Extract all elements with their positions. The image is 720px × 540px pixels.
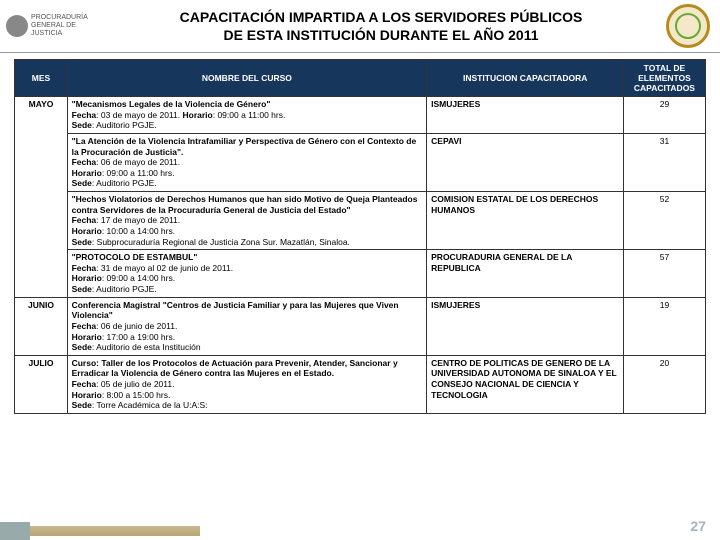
cell-mes: MAYO	[15, 97, 67, 298]
table-row: "La Atención de la Violencia Intrafamili…	[15, 133, 705, 191]
col-curso: NOMBRE DEL CURSO	[67, 60, 427, 97]
cell-inst: PROCURADURIA GENERAL DE LA REPUBLICA	[427, 250, 624, 298]
cell-curso: "PROTOCOLO DE ESTAMBUL"Fecha: 31 de mayo…	[67, 250, 427, 298]
cell-total: 29	[624, 97, 705, 134]
cell-curso: Curso: Taller de los Protocolos de Actua…	[67, 355, 427, 413]
table-row: JULIOCurso: Taller de los Protocolos de …	[15, 355, 705, 413]
header: PROCURADURÍA GENERAL DE JUSTICIA CAPACIT…	[0, 0, 720, 53]
col-inst: INSTITUCION CAPACITADORA	[427, 60, 624, 97]
seal-icon	[6, 15, 28, 37]
org-text: PROCURADURÍA GENERAL DE JUSTICIA	[31, 14, 96, 37]
cell-curso: "Hechos Violatorios de Derechos Humanos …	[67, 192, 427, 250]
table-row: "PROTOCOLO DE ESTAMBUL"Fecha: 31 de mayo…	[15, 250, 705, 298]
cell-inst: CEPAVI	[427, 133, 624, 191]
cell-inst: COMISION ESTATAL DE LOS DERECHOS HUMANOS	[427, 192, 624, 250]
logo-right-icon	[666, 4, 710, 48]
table-row: "Hechos Violatorios de Derechos Humanos …	[15, 192, 705, 250]
page-number: 27	[690, 518, 706, 534]
cell-mes: JUNIO	[15, 297, 67, 355]
cell-mes: JULIO	[15, 355, 67, 413]
cell-inst: CENTRO DE POLITICAS DE GENERO DE LA UNIV…	[427, 355, 624, 413]
cell-inst: ISMUJERES	[427, 297, 624, 355]
cell-total: 31	[624, 133, 705, 191]
table-row: JUNIOConferencia Magistral "Centros de J…	[15, 297, 705, 355]
cell-total: 20	[624, 355, 705, 413]
cell-total: 57	[624, 250, 705, 298]
col-mes: MES	[15, 60, 67, 97]
cell-total: 19	[624, 297, 705, 355]
cell-curso: "Mecanismos Legales de la Violencia de G…	[67, 97, 427, 134]
cell-total: 52	[624, 192, 705, 250]
table-row: MAYO"Mecanismos Legales de la Violencia …	[15, 97, 705, 134]
cell-curso: "La Atención de la Violencia Intrafamili…	[67, 133, 427, 191]
col-total: TOTAL DE ELEMENTOS CAPACITADOS	[624, 60, 705, 97]
footer-strip	[30, 526, 200, 536]
training-table: MES NOMBRE DEL CURSO INSTITUCION CAPACIT…	[14, 59, 705, 414]
logo-left: PROCURADURÍA GENERAL DE JUSTICIA	[6, 14, 96, 37]
cell-inst: ISMUJERES	[427, 97, 624, 134]
cell-curso: Conferencia Magistral "Centros de Justic…	[67, 297, 427, 355]
page-title: CAPACITACIÓN IMPARTIDA A LOS SERVIDORES …	[96, 8, 666, 44]
